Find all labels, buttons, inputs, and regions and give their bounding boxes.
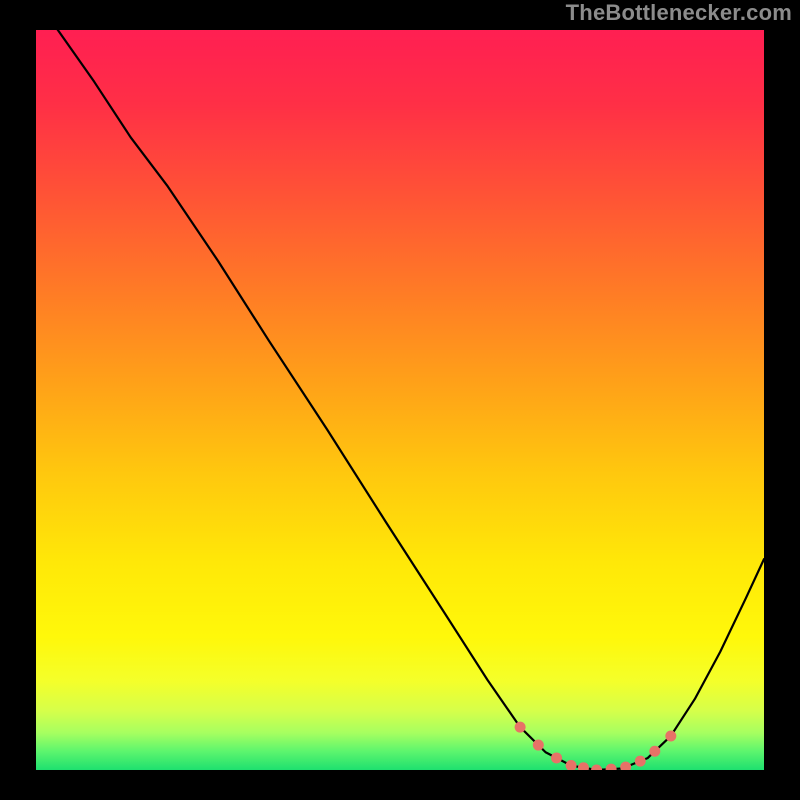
curve-marker xyxy=(566,760,577,771)
curve-marker xyxy=(551,752,562,763)
bottleneck-curve-chart xyxy=(0,0,800,800)
chart-container: { "watermark": { "text": "TheBottlenecke… xyxy=(0,0,800,800)
curve-marker xyxy=(635,756,646,767)
curve-marker xyxy=(533,740,544,751)
curve-marker xyxy=(665,730,676,741)
watermark-text: TheBottlenecker.com xyxy=(566,0,792,26)
curve-marker xyxy=(649,746,660,757)
curve-marker xyxy=(515,722,526,733)
